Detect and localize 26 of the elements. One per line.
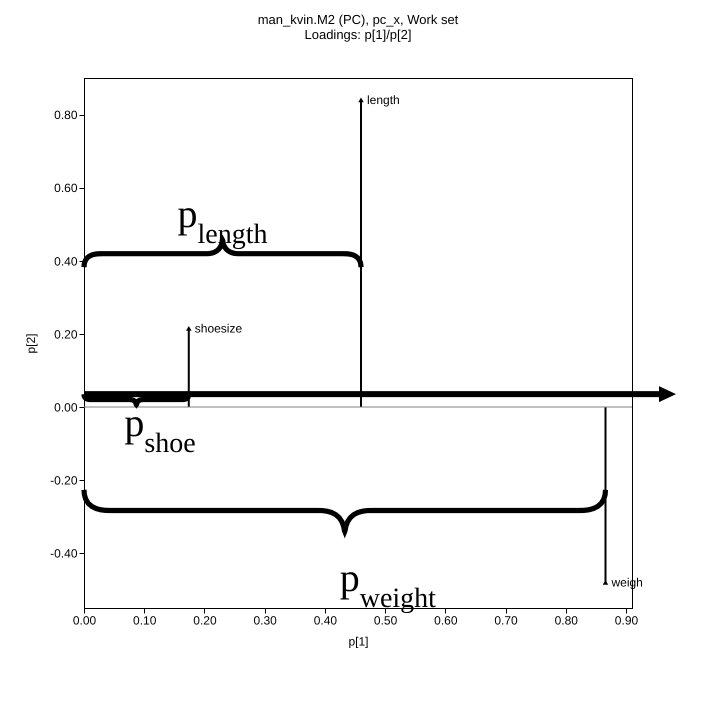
annotation: p$_{weight}$ bbox=[340, 554, 436, 614]
x-tick-label: 0.40 bbox=[314, 614, 338, 628]
y-tick-label: 0.20 bbox=[54, 327, 78, 342]
x-tick-label: 0.60 bbox=[434, 614, 458, 628]
annotation: p$_{length}$ bbox=[178, 191, 268, 250]
x-tick-label: 0.20 bbox=[193, 614, 217, 628]
y-tick-label: 0.80 bbox=[54, 108, 78, 122]
x-tick-label: 0.00 bbox=[72, 614, 96, 628]
y-tick-label: 0.00 bbox=[54, 400, 78, 414]
x-axis-title: p[1] bbox=[348, 634, 369, 648]
annotation: p$_{shoe}$ bbox=[124, 400, 196, 459]
x-tick-label: 0.70 bbox=[494, 614, 518, 628]
y-axis-title: p[2] bbox=[24, 333, 38, 354]
series-label: length bbox=[367, 92, 400, 107]
y-tick-label: 0.60 bbox=[54, 181, 78, 196]
x-tick-label: 0.90 bbox=[614, 614, 638, 628]
y-tick-label: -0.40 bbox=[50, 546, 78, 561]
chart-subtitle: Loadings: p[1]/p[2] bbox=[304, 27, 412, 42]
y-tick-label: 0.40 bbox=[54, 254, 78, 268]
series-label: shoesize bbox=[194, 321, 242, 336]
chart-title: man_kvin.M2 (PC), pc_x, Work set bbox=[258, 12, 459, 27]
y-tick-label: -0.20 bbox=[50, 474, 78, 488]
x-tick-label: 0.50 bbox=[374, 614, 398, 628]
x-tick-label: 0.30 bbox=[253, 614, 278, 628]
x-tick-label: 0.80 bbox=[554, 614, 578, 628]
x-tick-label: 0.10 bbox=[133, 614, 157, 628]
